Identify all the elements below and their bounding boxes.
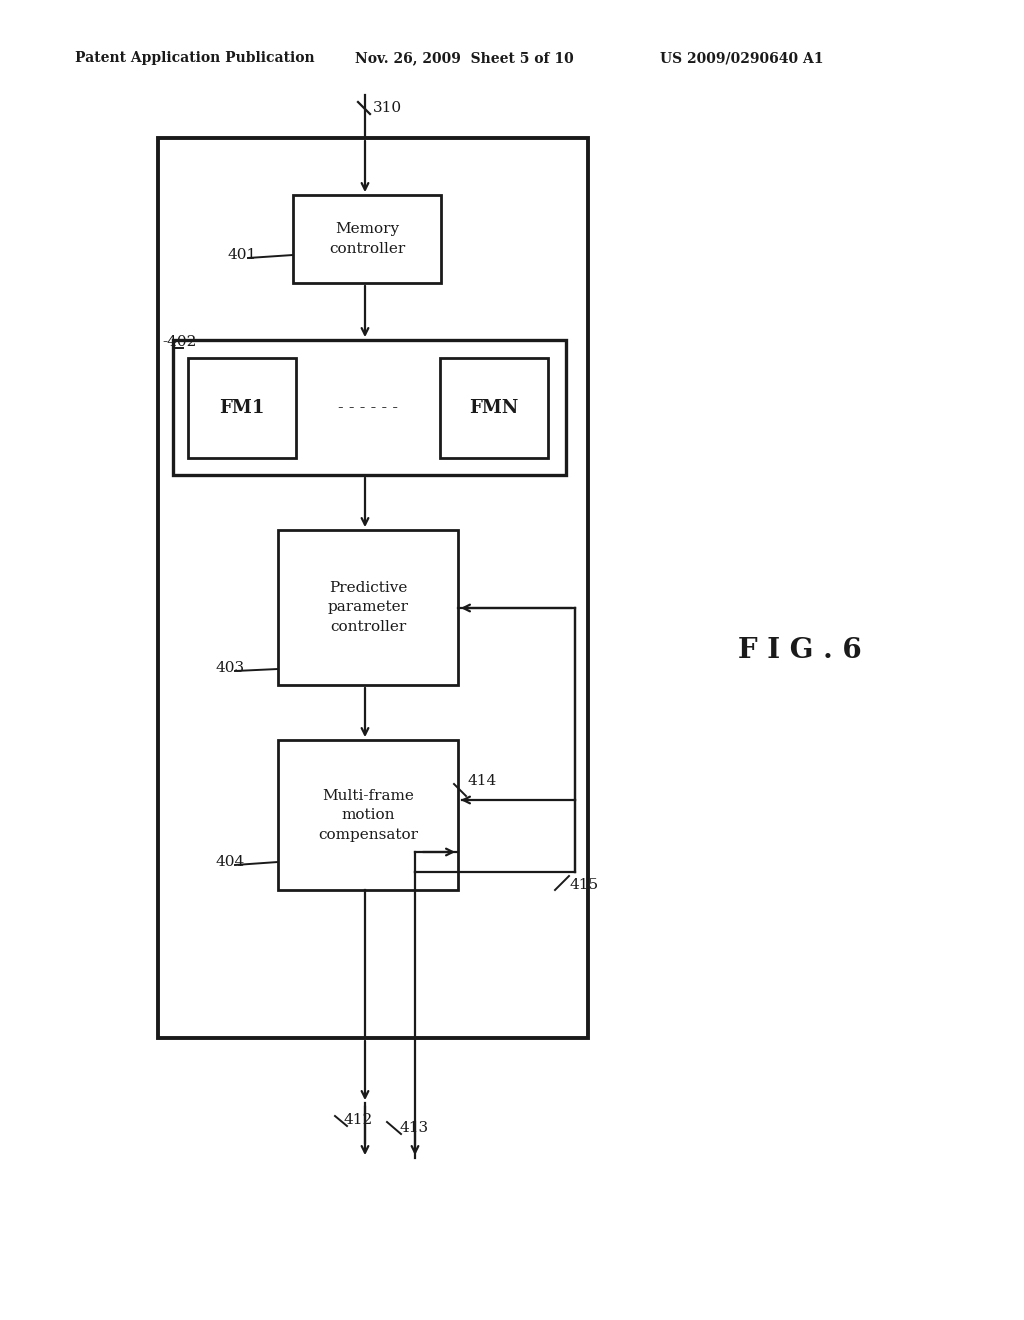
Text: Patent Application Publication: Patent Application Publication [75,51,314,65]
Text: - - - - - -: - - - - - - [338,400,398,417]
Text: Multi-frame
motion
compensator: Multi-frame motion compensator [318,788,418,842]
Text: -402: -402 [162,335,197,348]
Bar [278,741,458,890]
Text: 401: 401 [228,248,257,261]
Text: 413: 413 [400,1121,429,1135]
Text: US 2009/0290640 A1: US 2009/0290640 A1 [660,51,823,65]
Bar [173,341,566,475]
Bar [158,139,588,1038]
Bar [188,358,296,458]
Text: Nov. 26, 2009  Sheet 5 of 10: Nov. 26, 2009 Sheet 5 of 10 [355,51,573,65]
Text: 310: 310 [373,102,402,115]
Text: 403: 403 [215,661,244,675]
Bar [293,195,441,282]
Text: 415: 415 [570,878,599,892]
Text: FM1: FM1 [219,399,264,417]
Bar [278,531,458,685]
Text: Predictive
parameter
controller: Predictive parameter controller [328,581,409,634]
Bar [440,358,548,458]
Text: Memory
controller: Memory controller [329,222,406,256]
Text: F I G . 6: F I G . 6 [738,636,862,664]
Text: 414: 414 [467,774,497,788]
Text: FMN: FMN [469,399,519,417]
Text: 412: 412 [343,1113,373,1127]
Text: 404: 404 [215,855,245,869]
